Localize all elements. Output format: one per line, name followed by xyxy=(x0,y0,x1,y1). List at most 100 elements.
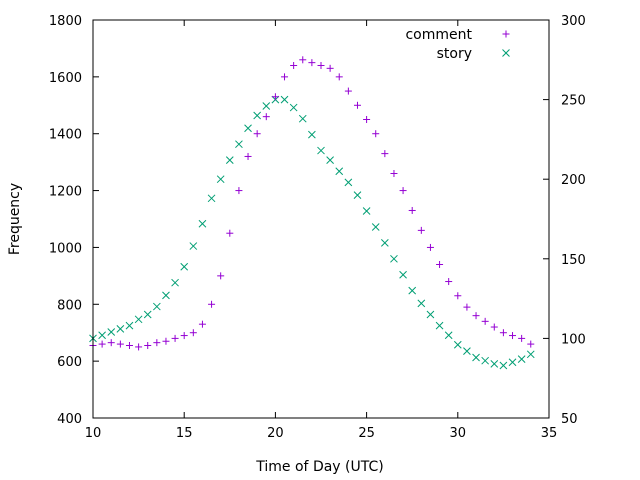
point-comment xyxy=(335,73,343,81)
point-comment xyxy=(426,243,434,251)
x-tick-label: 15 xyxy=(176,426,193,441)
point-comment xyxy=(518,334,526,342)
point-story xyxy=(162,291,170,300)
point-story xyxy=(143,310,152,319)
point-story xyxy=(490,360,499,368)
x-tick-label: 10 xyxy=(85,426,102,441)
point-comment xyxy=(445,278,453,286)
y2-tick-label: 300 xyxy=(561,14,586,29)
x-tick-label: 20 xyxy=(267,426,284,441)
point-comment xyxy=(454,292,462,300)
series-comment xyxy=(89,56,535,351)
point-comment xyxy=(372,130,380,138)
point-comment xyxy=(153,339,161,347)
y-tick-label: 800 xyxy=(57,298,82,313)
point-comment xyxy=(509,332,517,340)
point-comment xyxy=(226,229,234,237)
point-story xyxy=(472,353,480,362)
point-story xyxy=(317,146,325,155)
point-comment xyxy=(399,187,407,195)
point-comment xyxy=(417,226,425,234)
point-story xyxy=(362,207,371,215)
y-tick-label: 1400 xyxy=(49,128,82,143)
y-tick-label: 1800 xyxy=(49,14,82,29)
point-comment xyxy=(107,339,115,347)
point-comment xyxy=(189,329,197,337)
point-story xyxy=(344,178,353,187)
point-comment xyxy=(381,150,389,158)
point-comment xyxy=(463,303,471,311)
point-comment xyxy=(490,323,498,331)
point-story xyxy=(417,299,426,308)
legend: comment story xyxy=(405,27,510,62)
point-story xyxy=(98,331,106,340)
point-story xyxy=(326,156,334,164)
point-story xyxy=(517,355,526,363)
point-story xyxy=(526,350,535,359)
point-comment xyxy=(244,152,252,160)
point-comment xyxy=(116,340,124,348)
point-comment xyxy=(98,340,106,348)
y-tick-label: 400 xyxy=(57,412,82,427)
plot-frame xyxy=(92,19,550,419)
point-story xyxy=(371,223,380,231)
point-story xyxy=(380,239,389,247)
point-story xyxy=(244,124,252,133)
point-story xyxy=(298,114,307,123)
y-tick-label: 600 xyxy=(57,355,82,370)
point-comment xyxy=(281,73,289,81)
point-story xyxy=(198,219,207,228)
point-comment xyxy=(308,59,316,67)
point-comment xyxy=(353,101,361,109)
point-story xyxy=(426,310,435,319)
point-comment xyxy=(135,343,143,351)
x-tick-label: 30 xyxy=(450,426,467,441)
data-marks xyxy=(89,56,535,370)
point-comment xyxy=(527,340,535,348)
point-comment xyxy=(235,187,243,195)
point-comment xyxy=(290,61,298,69)
point-story xyxy=(499,361,508,370)
point-comment xyxy=(472,312,480,320)
point-story xyxy=(408,286,417,295)
y2-tick-label: 150 xyxy=(561,253,586,268)
point-comment xyxy=(198,320,206,328)
point-story xyxy=(399,270,407,279)
y-tick-label: 1000 xyxy=(49,241,82,256)
point-story xyxy=(235,140,243,149)
point-story xyxy=(280,95,289,104)
point-story xyxy=(262,102,271,110)
point-story xyxy=(116,324,125,333)
y2-tick-label: 250 xyxy=(561,94,586,109)
point-story xyxy=(453,340,462,349)
point-story xyxy=(171,278,179,287)
point-comment xyxy=(262,113,270,121)
point-comment xyxy=(344,87,352,95)
point-comment xyxy=(208,300,216,308)
point-comment xyxy=(326,64,334,72)
point-story xyxy=(125,321,134,330)
y-tick-label: 1200 xyxy=(49,185,82,200)
point-story xyxy=(308,130,316,139)
x-tick-label: 35 xyxy=(541,426,558,441)
point-story xyxy=(481,356,490,365)
point-comment xyxy=(408,206,416,214)
point-comment xyxy=(436,260,444,268)
point-story xyxy=(289,103,298,112)
point-comment xyxy=(162,337,170,345)
point-story xyxy=(152,302,161,311)
y2-tick-label: 100 xyxy=(561,332,586,347)
point-comment xyxy=(481,317,489,325)
point-story xyxy=(435,321,444,330)
axes: 10 15 20 25 30 35 400 600 800 1000 1200 1400 1600 180… xyxy=(49,14,586,441)
point-comment xyxy=(180,332,188,340)
point-story xyxy=(444,331,453,340)
point-story xyxy=(107,328,116,336)
point-story xyxy=(390,254,398,263)
point-story xyxy=(463,347,471,355)
point-story xyxy=(134,315,143,324)
point-comment xyxy=(217,272,225,280)
point-comment xyxy=(499,329,507,337)
point-story xyxy=(353,191,362,199)
x-tick-label: 25 xyxy=(358,426,375,441)
